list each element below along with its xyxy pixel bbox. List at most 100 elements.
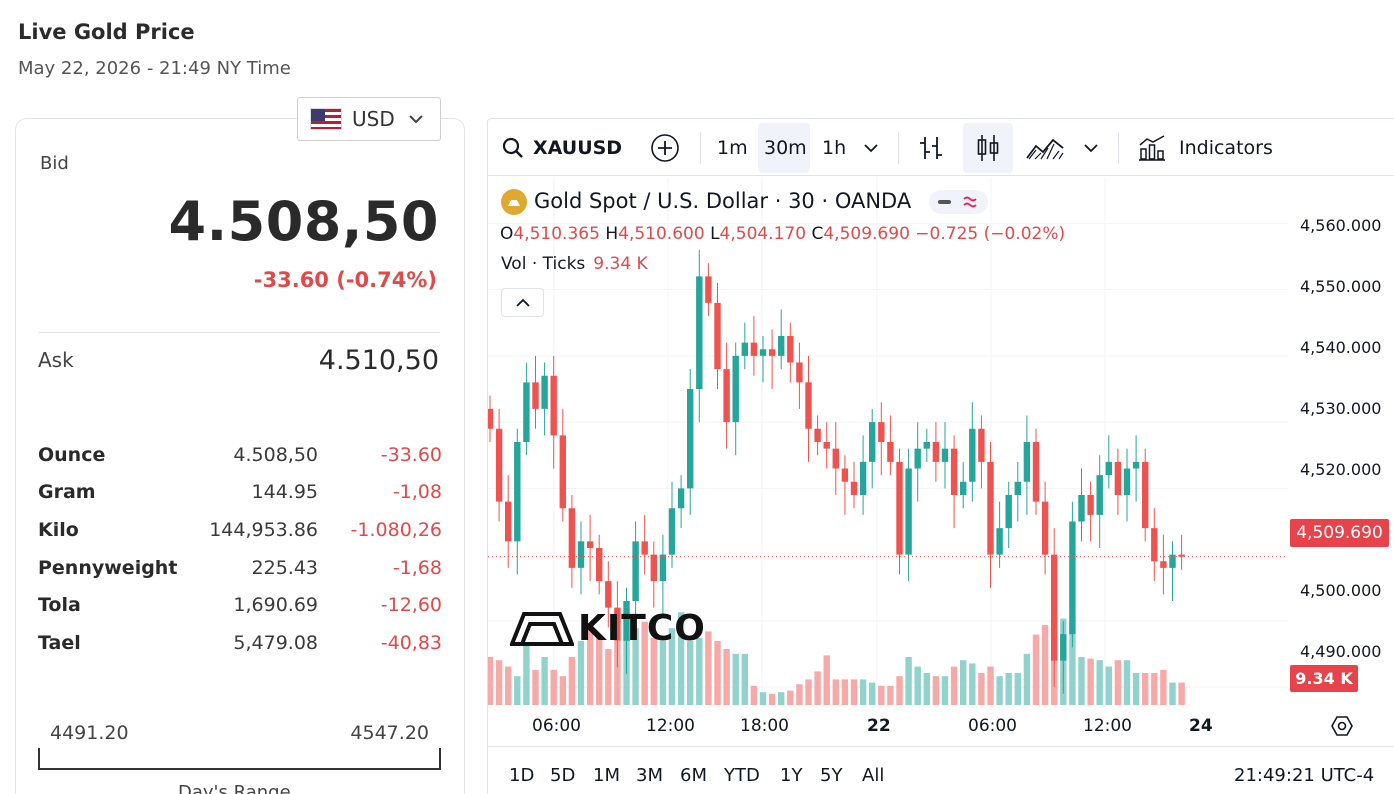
unit-name: Pennyweight <box>38 556 178 579</box>
indicators-label: Indicators <box>1179 137 1273 159</box>
days-range-bar <box>38 748 441 770</box>
compare-button[interactable] <box>650 120 680 176</box>
candles-chart-type-button[interactable] <box>976 120 1000 176</box>
candle-body <box>759 349 767 356</box>
high-value: 4,510.600 <box>618 224 705 244</box>
indicators-button[interactable]: Indicators <box>1138 120 1273 176</box>
chevron-up-icon <box>515 298 530 307</box>
ohlc-readout: O4,510.365 H4,510.600 L4,504.170 C4,509.… <box>500 224 1065 244</box>
volume-bar <box>696 637 703 705</box>
volume-bar <box>1014 673 1021 705</box>
volume-bar <box>1123 660 1131 705</box>
ask-label: Ask <box>38 348 74 372</box>
candle-body <box>1032 442 1040 502</box>
legend-collapse-button[interactable] <box>501 288 544 317</box>
unit-change: -1,68 <box>392 556 442 579</box>
currency-label: USD <box>352 107 395 131</box>
candle-body <box>1078 495 1085 522</box>
us-flag-icon <box>310 108 342 130</box>
candle-body <box>960 481 967 495</box>
candle-body <box>950 448 958 495</box>
volume-bar <box>577 641 585 705</box>
unit-price-table: Ounce 4.508,50 -33.60 Gram 144.95 -1,08 … <box>38 436 442 662</box>
range-ytd[interactable]: YTD <box>724 765 760 786</box>
volume-bar <box>488 657 494 705</box>
chart-clock: 21:49:21 UTC-4 <box>1234 765 1375 786</box>
low-value: 4,504.170 <box>719 224 807 244</box>
candle-body <box>996 528 1003 555</box>
range-3m[interactable]: 3M <box>636 765 663 786</box>
last-price-badge: 4,509.690 <box>1290 519 1389 547</box>
interval-dropdown[interactable] <box>864 120 878 176</box>
candle-body <box>550 375 557 436</box>
volume-bar <box>650 637 657 705</box>
range-1m[interactable]: 1M <box>593 765 620 786</box>
candle-body <box>641 541 648 555</box>
volume-bar <box>932 676 940 705</box>
symbol-search[interactable]: XAUUSD <box>502 120 622 176</box>
bid-change: -33.60 (-0.74%) <box>253 268 437 292</box>
volume-bar <box>987 666 994 705</box>
unit-name: Ounce <box>38 443 106 466</box>
ohlc-bars-icon <box>920 137 942 159</box>
candle-body <box>1160 561 1167 568</box>
interval-1m[interactable]: 1m <box>717 137 748 159</box>
volume-label: Vol · Ticks <box>501 254 586 274</box>
candle-body <box>668 508 676 555</box>
candle-body <box>914 448 921 469</box>
x-axis-label: 24 <box>1189 716 1213 736</box>
range-5y[interactable]: 5Y <box>820 765 843 786</box>
unit-name: Tael <box>38 631 81 654</box>
range-1y[interactable]: 1Y <box>780 765 803 786</box>
candle-body <box>1142 461 1149 529</box>
area-chart-type-button[interactable] <box>1026 120 1064 176</box>
interval-30m[interactable]: 30m <box>764 137 807 159</box>
y-axis-label: 4,550.000 <box>1300 277 1382 296</box>
x-axis-label: 06:00 <box>968 716 1017 736</box>
y-axis-label: 4,540.000 <box>1300 338 1382 357</box>
candle-body <box>1151 528 1158 562</box>
range-6m[interactable]: 6M <box>680 765 707 786</box>
table-row: Tola 1,690.69 -12,60 <box>38 586 442 624</box>
candle-body <box>768 349 776 356</box>
chart-settings-icon[interactable] <box>1330 714 1354 738</box>
volume-bar <box>960 660 967 705</box>
volume-bar <box>1114 660 1122 705</box>
range-5d[interactable]: 5D <box>550 765 576 786</box>
legend-visibility-toggle[interactable] <box>929 190 988 214</box>
candle-body <box>514 442 521 542</box>
candlestick-chart[interactable] <box>488 177 1394 707</box>
volume-bar <box>1160 669 1167 705</box>
range-all[interactable]: All <box>862 765 885 786</box>
volume-bar <box>668 628 676 705</box>
volume-bar <box>896 676 903 705</box>
candle-body <box>705 276 712 303</box>
range-1d[interactable]: 1D <box>509 765 535 786</box>
volume-bar <box>914 666 921 705</box>
chevron-down-icon <box>1084 143 1098 152</box>
volume-bar <box>1105 666 1112 705</box>
candle-body <box>659 554 667 582</box>
candle-body <box>596 548 603 582</box>
interval-1h[interactable]: 1h <box>822 137 847 159</box>
bar-chart-type-button[interactable] <box>918 120 944 176</box>
volume-bar <box>850 679 858 705</box>
chart-type-dropdown[interactable] <box>1084 120 1098 176</box>
volume-bar <box>1078 657 1085 705</box>
divider <box>38 332 440 333</box>
volume-bar <box>1096 660 1103 705</box>
volume-bar <box>732 653 739 705</box>
candle-body <box>850 481 858 495</box>
candle-body <box>814 428 821 442</box>
gold-coin-icon <box>501 189 527 215</box>
unit-price: 5,479.08 <box>233 631 318 654</box>
x-axis-label: 12:00 <box>1083 716 1132 736</box>
symbol-label: XAUUSD <box>533 137 623 159</box>
unit-name: Gram <box>38 481 96 504</box>
low-label: L <box>710 224 720 244</box>
currency-select[interactable]: USD <box>297 97 441 141</box>
candle-body <box>541 375 548 409</box>
volume-bar <box>741 653 748 705</box>
page-title: Live Gold Price <box>18 20 195 44</box>
candle-body <box>677 488 685 509</box>
